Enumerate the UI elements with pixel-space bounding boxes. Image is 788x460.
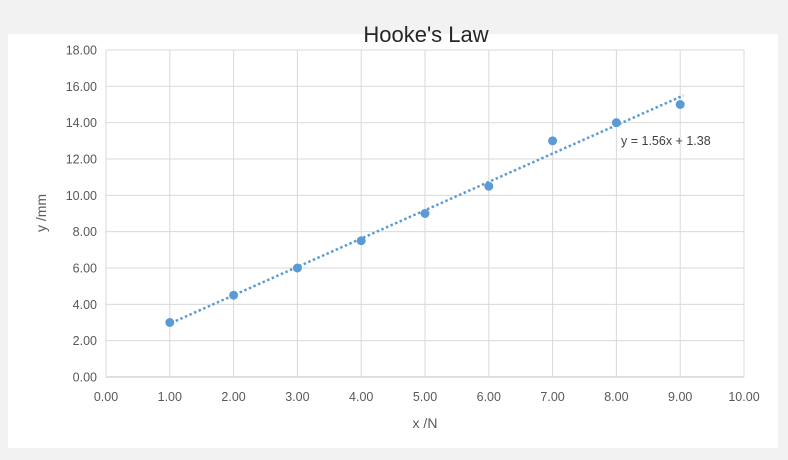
x-tick-label: 6.00 xyxy=(477,390,501,404)
x-tick-label: 3.00 xyxy=(285,390,309,404)
data-point xyxy=(420,209,430,218)
data-point xyxy=(611,118,621,128)
x-tick-label: 1.00 xyxy=(158,390,182,404)
trendline-layer xyxy=(166,94,684,327)
linear-trendline xyxy=(166,94,684,327)
x-axis-title: x /N xyxy=(413,415,438,431)
data-point xyxy=(548,136,558,146)
y-tick-label: 2.00 xyxy=(73,334,97,348)
x-tick-label: 8.00 xyxy=(604,390,628,404)
x-tick-label: 0.00 xyxy=(94,390,118,404)
chart-panel xyxy=(8,34,778,448)
y-axis-title: y /mm xyxy=(33,194,49,232)
x-axis-tick-labels: 0.00 1.00 2.00 3.00 4.00 5.00 6.00 7.00 8.00 9.00… xyxy=(94,390,760,404)
x-tick-label: 2.00 xyxy=(221,390,245,404)
y-tick-label: 16.00 xyxy=(66,80,97,94)
chart-title: Hooke's Law xyxy=(363,22,488,47)
y-tick-label: 8.00 xyxy=(73,225,97,239)
data-point xyxy=(675,100,685,109)
x-tick-label: 9.00 xyxy=(668,390,692,404)
y-tick-label: 4.00 xyxy=(73,298,97,312)
x-tick-label: 10.00 xyxy=(728,390,759,404)
x-tick-label: 5.00 xyxy=(413,390,437,404)
data-point xyxy=(356,236,366,246)
y-tick-label: 18.00 xyxy=(66,44,97,58)
data-point xyxy=(229,290,239,300)
data-points xyxy=(165,100,685,327)
trendline-equation-label: y = 1.56x + 1.38 xyxy=(621,134,711,148)
y-tick-label: 0.00 xyxy=(73,371,97,385)
y-tick-label: 10.00 xyxy=(66,189,97,203)
data-point xyxy=(484,181,494,191)
x-tick-label: 7.00 xyxy=(540,390,564,404)
data-point xyxy=(165,318,175,327)
y-tick-label: 6.00 xyxy=(73,262,97,276)
y-axis-tick-labels: 0.00 2.00 4.00 6.00 8.00 10.00 12.00 14.00 16.00… xyxy=(66,44,97,385)
x-tick-label: 4.00 xyxy=(349,390,373,404)
y-tick-label: 12.00 xyxy=(66,153,97,167)
data-point xyxy=(292,263,302,273)
y-tick-label: 14.00 xyxy=(66,116,97,130)
